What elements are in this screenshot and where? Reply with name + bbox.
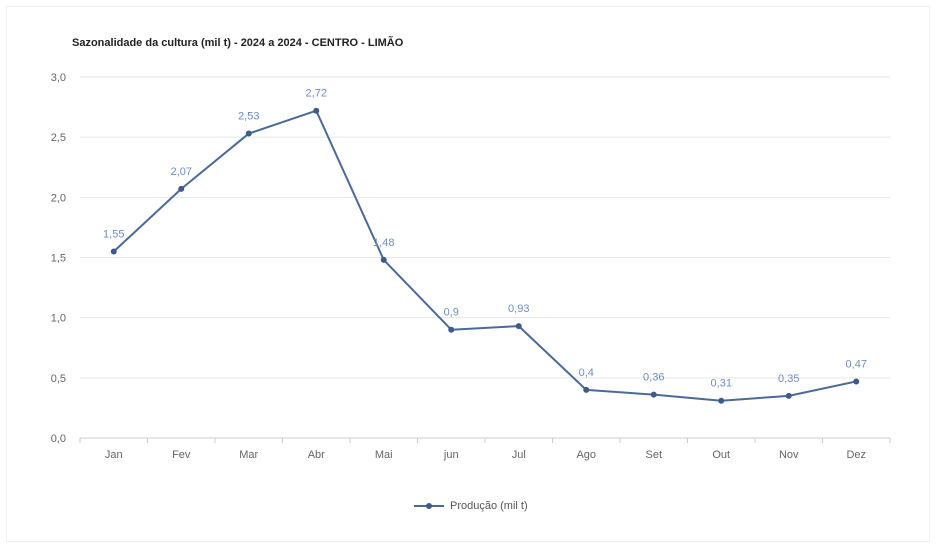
data-point[interactable] [650,391,657,398]
x-tick-label: Jul [512,449,526,461]
data-label: 2,72 [306,88,327,100]
series-line [113,109,857,402]
data-label: 2,07 [171,166,192,178]
data-point[interactable] [515,323,522,330]
data-label: 0,36 [643,372,664,384]
data-point[interactable] [178,185,185,192]
y-tick-label: 3,0 [51,72,66,84]
x-tick-label: Nov [779,449,799,461]
y-tick-label: 0,5 [51,373,66,385]
data-point[interactable] [380,256,387,263]
y-tick-label: 1,5 [51,253,66,265]
legend-label: Produção (mil t) [450,500,528,512]
x-tick-label: Abr [308,449,325,461]
x-tick-label: Mai [375,449,393,461]
data-point[interactable] [853,378,860,385]
data-label: 0,47 [846,358,867,370]
data-point[interactable] [583,386,590,393]
data-label: 0,31 [711,378,732,390]
data-label: 1,48 [373,237,394,249]
series-production [110,107,860,404]
x-tick-label: Fev [172,449,191,461]
data-point[interactable] [245,130,252,137]
data-labels: 1,55 2,07 2,53 2,72 1,48 0,9 0,93 0,4 0,36 0,31 0,… [103,88,867,390]
x-tick-label: Jan [105,449,123,461]
x-tick-label: jun [443,449,459,461]
data-label: 1,55 [103,228,124,240]
data-point[interactable] [448,326,455,333]
data-label: 0,35 [778,373,799,385]
x-axis-ticks: Jan Fev Mar Abr Mai jun Jul Ago Set Out Nov Dez [79,438,891,461]
y-tick-label: 1,0 [51,313,66,325]
data-point[interactable] [313,107,320,114]
data-label: 2,53 [238,111,259,123]
chart-card [6,6,930,542]
data-point[interactable] [110,248,117,255]
chart-title: Sazonalidade da cultura (mil t) - 2024 a… [72,37,404,49]
y-axis-ticks: 0,0 0,5 1,0 1,5 2,0 2,5 3,0 [51,72,66,445]
x-tick-label: Ago [576,449,596,461]
y-tick-label: 2,5 [51,132,66,144]
y-tick-label: 0,0 [51,433,66,445]
data-point[interactable] [785,392,792,399]
x-tick-label: Dez [846,449,866,461]
legend[interactable]: Produção (mil t) [414,498,528,514]
data-label: 0,9 [444,307,459,319]
x-tick-label: Set [645,449,662,461]
data-point[interactable] [718,397,725,404]
grid-lines [80,76,890,439]
x-tick-label: Out [712,449,730,461]
data-label: 0,93 [508,303,529,315]
y-tick-label: 2,0 [51,192,66,204]
x-tick-label: Mar [239,449,258,461]
data-label: 0,4 [579,367,594,379]
legend-line-marker-icon [414,501,444,511]
